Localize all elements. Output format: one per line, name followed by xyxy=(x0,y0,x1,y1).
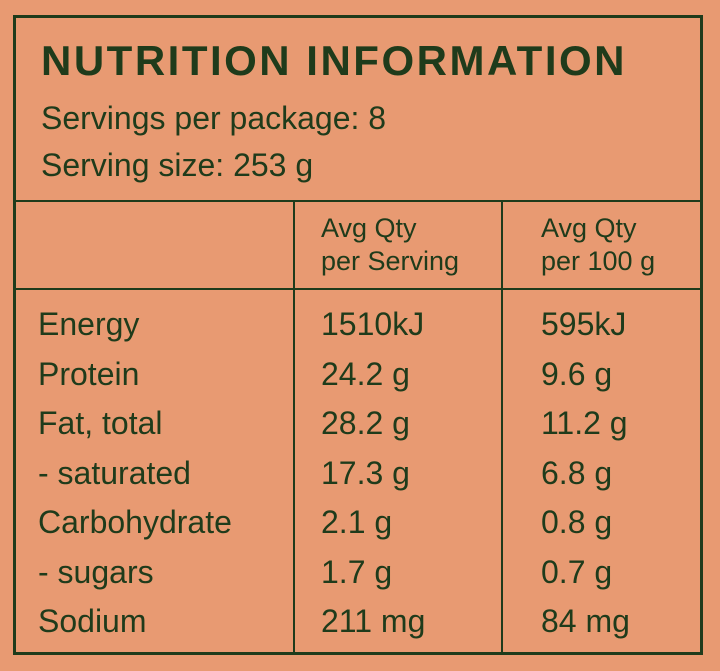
nutrition-panel: NUTRITION INFORMATION Servings per packa… xyxy=(13,15,703,655)
column-divider-2 xyxy=(501,200,503,652)
nutrient-per-serving: 17.3 g xyxy=(321,454,410,491)
per-serving-header-line-1: Avg Qty xyxy=(321,213,417,243)
per-100g-column-header: Avg Qty per 100 g xyxy=(541,212,655,278)
header-divider xyxy=(16,200,700,202)
nutrient-name: Fat, total xyxy=(38,405,163,441)
per-100g-header-line-2: per 100 g xyxy=(541,246,656,276)
nutrition-title: NUTRITION INFORMATION xyxy=(41,37,627,84)
nutrient-per-100g: 595kJ xyxy=(541,306,627,342)
nutrient-per-100g: 9.6 g xyxy=(541,355,613,392)
nutrient-name: Carbohydrate xyxy=(38,504,232,540)
per-serving-column-header: Avg Qty per Serving xyxy=(321,212,459,278)
nutrient-per-100g: 11.2 g xyxy=(541,405,628,441)
nutrient-per-100g: 0.7 g xyxy=(541,553,613,590)
nutrient-name: - saturated xyxy=(38,454,191,491)
per-100g-header-line-1: Avg Qty xyxy=(541,213,637,243)
nutrient-per-serving: 1.7 g xyxy=(321,553,393,590)
nutrient-per-serving: 211 mg xyxy=(321,603,426,639)
nutrient-per-serving: 2.1 g xyxy=(321,504,393,540)
nutrient-name: Protein xyxy=(38,355,140,392)
per-serving-header-line-2: per Serving xyxy=(321,246,460,276)
column-header-divider xyxy=(16,288,700,290)
nutrient-name: Energy xyxy=(38,306,140,342)
serving-size: Serving size: 253 g xyxy=(41,147,314,183)
nutrient-per-100g: 84 mg xyxy=(541,603,630,639)
nutrient-per-serving: 28.2 g xyxy=(321,405,410,441)
column-divider-1 xyxy=(293,200,295,652)
nutrient-per-100g: 0.8 g xyxy=(541,504,613,540)
nutrient-per-100g: 6.8 g xyxy=(541,454,613,491)
nutrient-name: - sugars xyxy=(38,553,154,590)
nutrient-per-serving: 1510kJ xyxy=(321,306,425,342)
nutrient-name: Sodium xyxy=(38,603,147,639)
nutrient-per-serving: 24.2 g xyxy=(321,355,410,392)
servings-per-package: Servings per package: 8 xyxy=(41,100,387,136)
